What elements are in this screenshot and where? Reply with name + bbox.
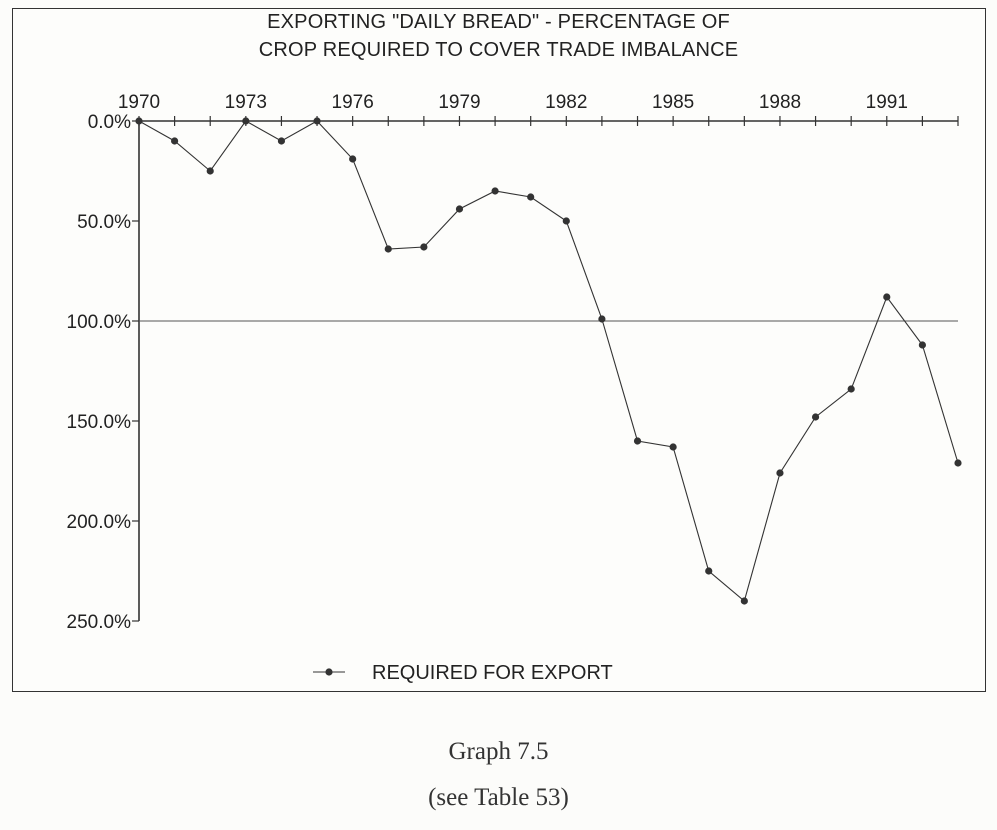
x-tick-label: 1982 bbox=[545, 92, 587, 113]
data-point bbox=[669, 443, 677, 451]
x-tick-label: 1979 bbox=[438, 92, 480, 113]
data-point bbox=[242, 117, 250, 125]
data-point bbox=[811, 413, 820, 421]
x-tick-label: 1988 bbox=[759, 92, 801, 113]
chart-title-line-1: EXPORTING "DAILY BREAD" - PERCENTAGE OF bbox=[267, 11, 730, 33]
graph-caption-reference: (see Table 53) bbox=[428, 784, 569, 811]
legend-label: REQUIRED FOR EXPORT bbox=[372, 662, 613, 684]
data-point bbox=[705, 567, 713, 575]
data-point bbox=[313, 117, 321, 125]
line-chart: 1970 1973 1976 1979 1982 1985 1988 1991 0.0% 50.0… bbox=[67, 92, 962, 684]
data-point bbox=[918, 341, 926, 349]
data-point bbox=[776, 469, 784, 477]
legend-marker bbox=[325, 668, 333, 676]
x-tick-label: 1991 bbox=[866, 92, 908, 113]
data-point bbox=[633, 437, 642, 445]
x-tick-label: 1985 bbox=[652, 92, 694, 113]
chart-series bbox=[135, 117, 962, 605]
x-tick-label: 1976 bbox=[332, 92, 374, 113]
data-point bbox=[171, 137, 179, 145]
x-tick-label: 1973 bbox=[225, 92, 267, 113]
y-tick-label: 50.0% bbox=[77, 212, 131, 233]
series-line bbox=[138, 120, 959, 602]
data-point bbox=[491, 187, 499, 195]
data-point bbox=[384, 245, 392, 253]
x-tick-label: 1970 bbox=[118, 92, 160, 113]
y-tick-label: 200.0% bbox=[67, 512, 132, 533]
y-tick-label: 100.0% bbox=[67, 312, 132, 333]
chart-ticks: 1970 1973 1976 1979 1982 1985 1988 1991 0.0% 50.0… bbox=[67, 92, 959, 633]
data-point bbox=[135, 117, 143, 125]
chart-legend: REQUIRED FOR EXPORT bbox=[313, 662, 613, 684]
chart-axes bbox=[138, 120, 958, 621]
data-point bbox=[420, 243, 428, 251]
data-point bbox=[455, 205, 464, 213]
data-point bbox=[562, 217, 570, 225]
y-tick-label: 150.0% bbox=[67, 412, 132, 433]
data-point bbox=[847, 385, 855, 393]
y-tick-label: 250.0% bbox=[67, 612, 132, 633]
data-point bbox=[954, 459, 962, 467]
data-point bbox=[277, 137, 286, 145]
data-point bbox=[740, 597, 748, 605]
data-point bbox=[206, 167, 214, 175]
data-point bbox=[527, 193, 535, 201]
chart-title-line-2: CROP REQUIRED TO COVER TRADE IMBALANCE bbox=[258, 39, 739, 61]
data-point bbox=[883, 293, 891, 301]
graph-caption: Graph 7.5 bbox=[448, 738, 549, 765]
data-point bbox=[598, 315, 606, 323]
y-tick-label: 0.0% bbox=[88, 112, 131, 133]
data-point bbox=[349, 155, 357, 163]
